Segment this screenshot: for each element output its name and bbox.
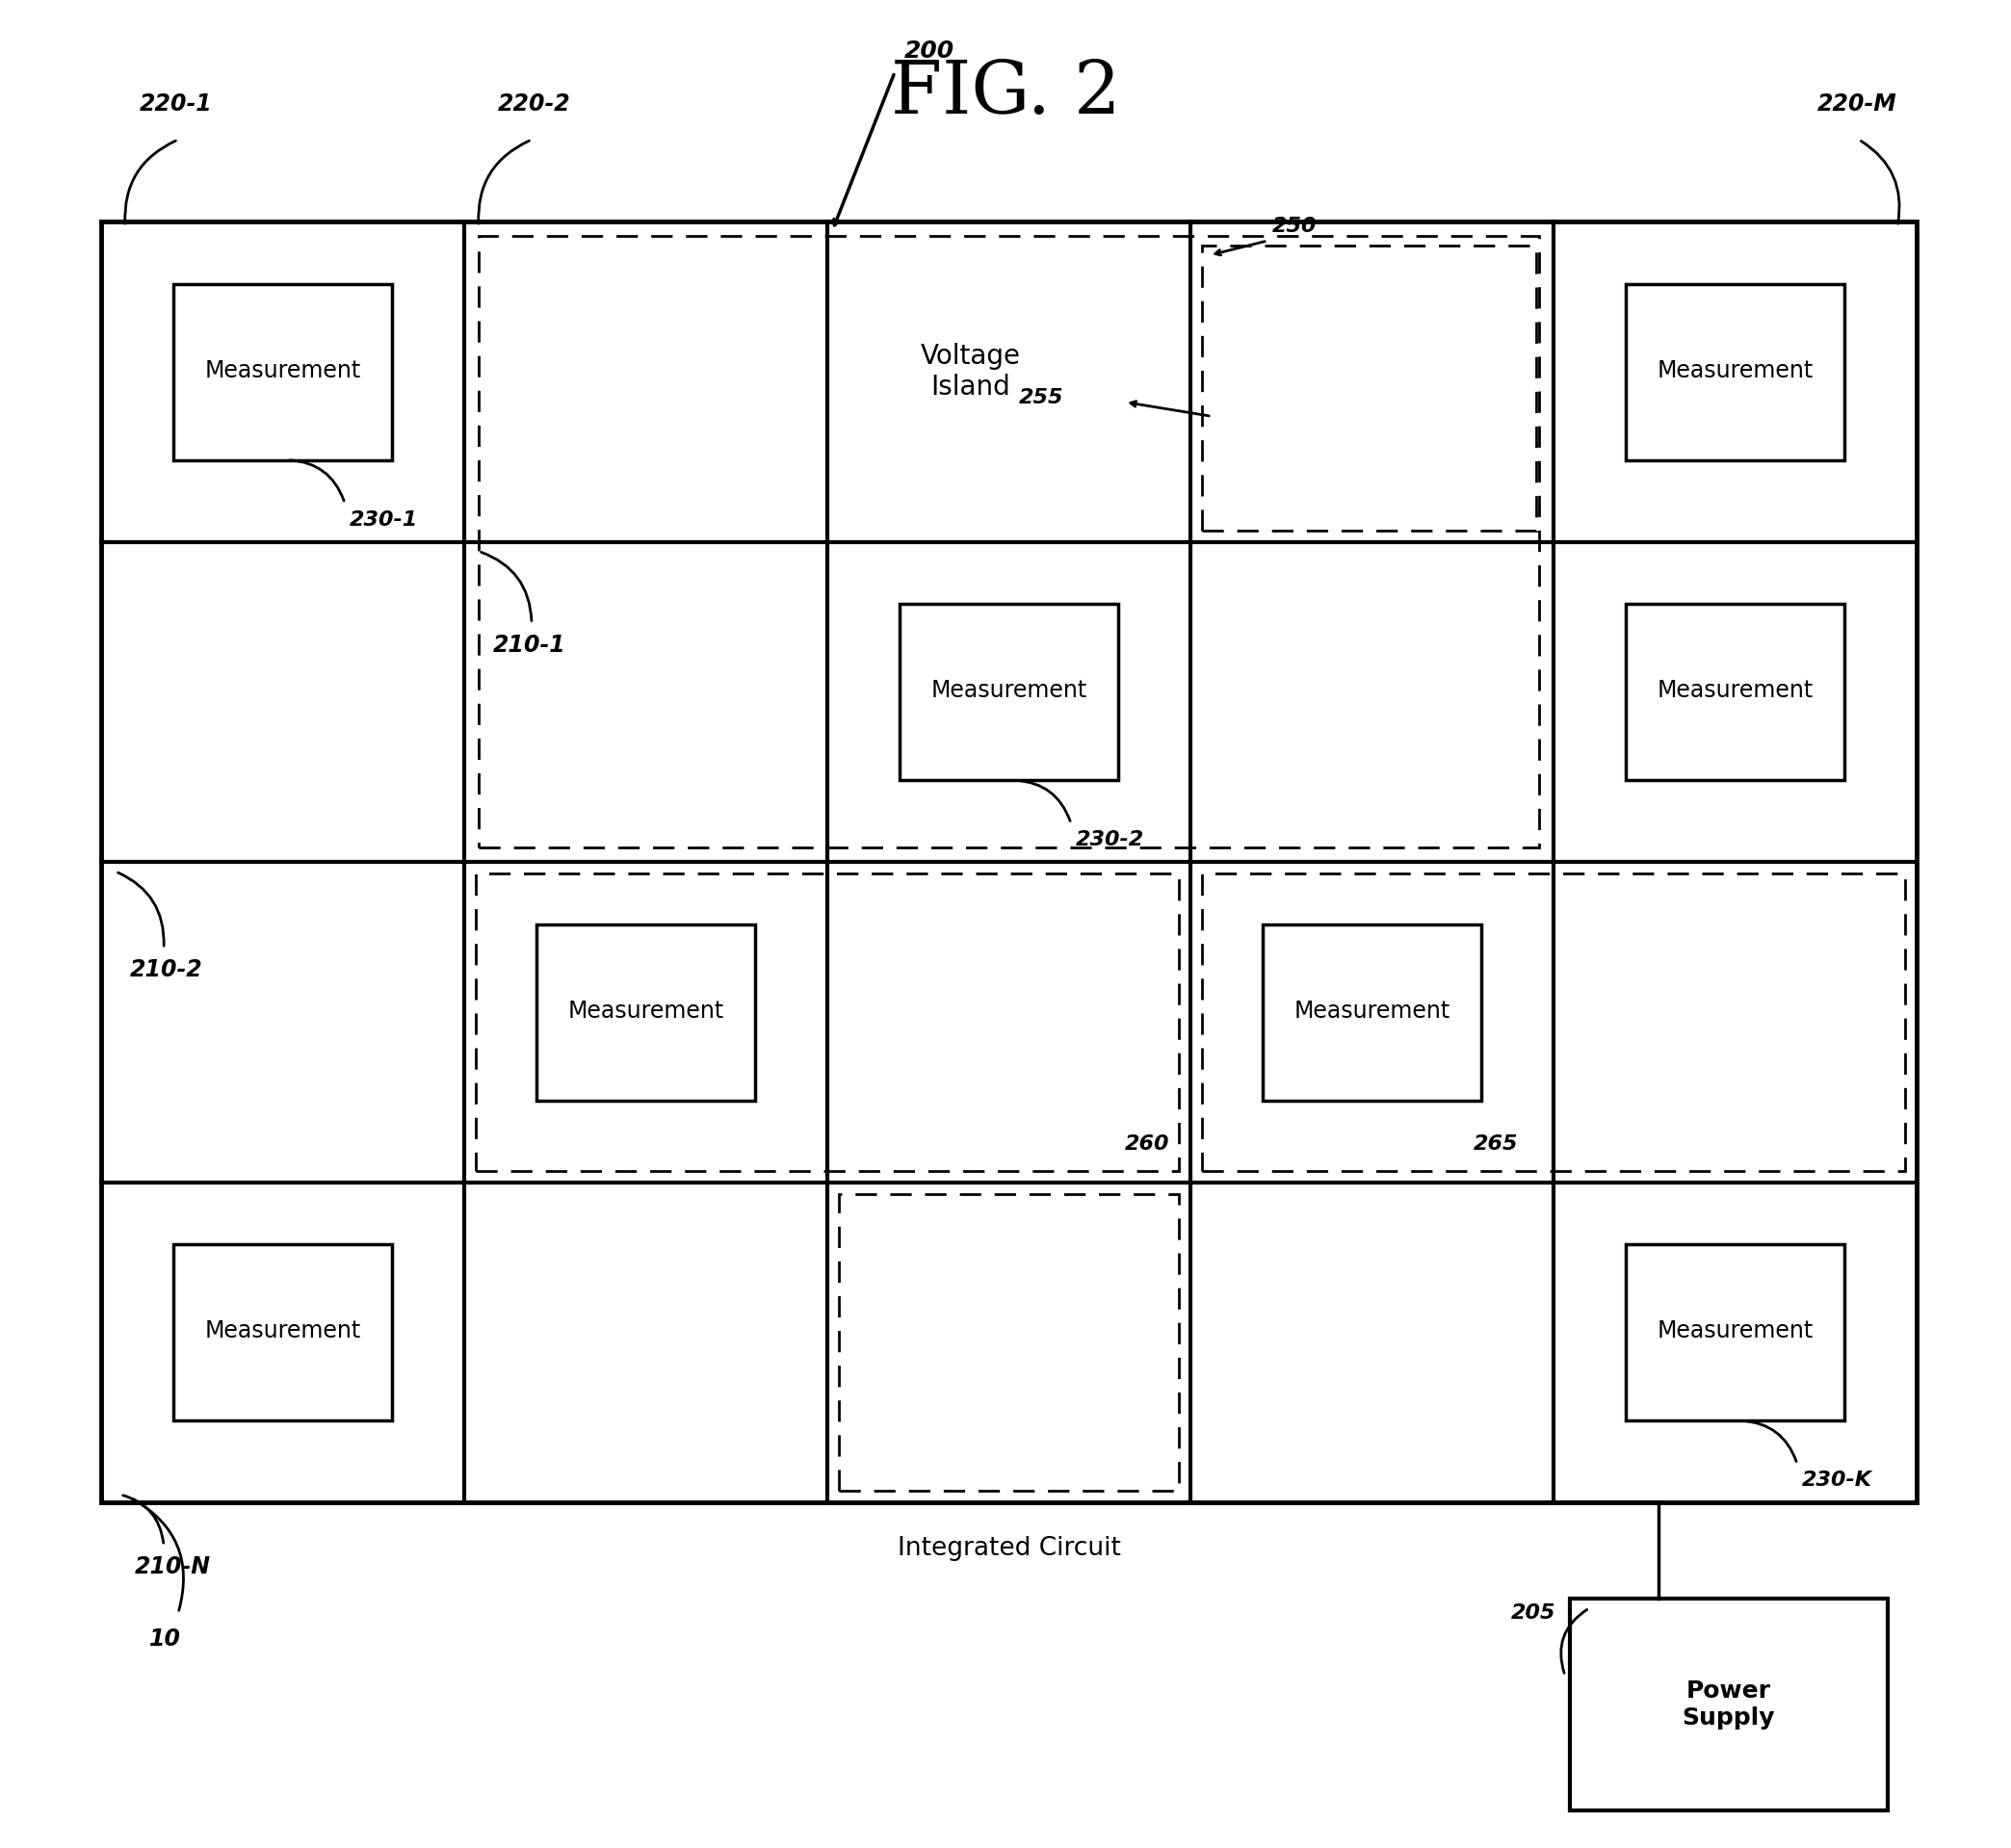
Bar	[901, 604, 1118, 780]
Text: Measurement: Measurement	[1657, 678, 1814, 702]
Bar	[1627, 285, 1844, 460]
Text: 220-1: 220-1	[139, 92, 213, 116]
Text: Measurement: Measurement	[1657, 1319, 1814, 1342]
Bar	[477, 874, 1178, 1170]
Text: 205: 205	[1510, 1604, 1555, 1623]
Text: 250: 250	[1273, 216, 1317, 237]
Text: Integrated Circuit: Integrated Circuit	[897, 1536, 1120, 1562]
Text: 255: 255	[1020, 388, 1064, 407]
Bar	[839, 1194, 1178, 1491]
Bar	[479, 237, 1538, 848]
Bar	[173, 1244, 392, 1421]
Text: 230-2: 230-2	[1076, 830, 1144, 850]
Text: Measurement: Measurement	[567, 1000, 724, 1022]
Text: FIG. 2: FIG. 2	[891, 57, 1120, 129]
Bar	[173, 285, 392, 460]
Bar	[1627, 1244, 1844, 1421]
Text: Measurement: Measurement	[205, 359, 360, 383]
Bar	[1263, 924, 1480, 1100]
Bar	[101, 222, 1916, 1502]
Text: 210-2: 210-2	[131, 957, 203, 981]
Text: 200: 200	[905, 39, 955, 63]
Text: 230-1: 230-1	[350, 510, 418, 529]
Text: 210-N: 210-N	[135, 1556, 211, 1578]
Bar	[537, 924, 754, 1100]
Bar	[1203, 874, 1904, 1170]
Text: 220-M: 220-M	[1818, 92, 1896, 116]
Text: Measurement: Measurement	[1657, 359, 1814, 383]
Bar	[1203, 246, 1536, 530]
Text: Voltage
Island: Voltage Island	[921, 344, 1020, 401]
Text: 265: 265	[1474, 1135, 1518, 1153]
Text: 230-K: 230-K	[1802, 1471, 1872, 1489]
Text: Measurement: Measurement	[931, 678, 1088, 702]
Text: 220-2: 220-2	[499, 92, 571, 116]
Text: Power
Supply: Power Supply	[1683, 1680, 1776, 1730]
Bar	[1627, 604, 1844, 780]
Text: 260: 260	[1124, 1135, 1168, 1153]
Text: 10: 10	[149, 1628, 181, 1650]
Text: Measurement: Measurement	[205, 1319, 360, 1342]
Text: 210-1: 210-1	[493, 634, 565, 656]
Bar	[1571, 1599, 1888, 1811]
Text: Measurement: Measurement	[1293, 1000, 1450, 1022]
